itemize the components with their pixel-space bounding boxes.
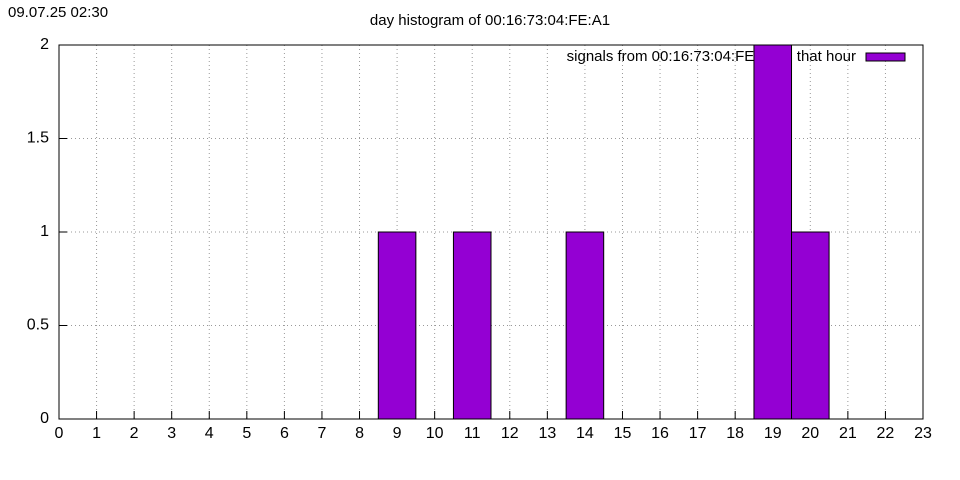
y-tick-label: 0	[40, 410, 49, 427]
x-tick-label: 3	[167, 425, 176, 442]
x-tick-label: 11	[464, 425, 481, 442]
x-tick-label: 10	[426, 425, 444, 442]
x-tick-label: 5	[242, 425, 251, 442]
y-tick-label: 0.5	[27, 317, 49, 334]
bar	[791, 231, 830, 420]
x-tick-label: 4	[205, 425, 214, 442]
chart-title: day histogram of 00:16:73:04:FE:A1	[370, 12, 610, 29]
y-tick-label: 1	[40, 223, 49, 240]
x-tick-label: 15	[614, 425, 632, 442]
x-tick-label: 7	[318, 425, 327, 442]
x-tick-label: 22	[877, 425, 895, 442]
x-tick-label: 13	[538, 425, 556, 442]
x-tick-label: 8	[355, 425, 364, 442]
y-tick-label: 1.5	[27, 130, 49, 147]
x-tick-label: 1	[92, 425, 101, 442]
x-tick-label: 0	[55, 425, 64, 442]
bar	[565, 231, 605, 420]
timestamp: 09.07.25 02:30	[8, 4, 108, 21]
x-tick-label: 6	[280, 425, 289, 442]
x-tick-label: 21	[839, 425, 857, 442]
x-tick-label: 19	[764, 425, 782, 442]
bar	[452, 231, 492, 420]
x-tick-label: 12	[501, 425, 519, 442]
x-tick-label: 14	[576, 425, 594, 442]
x-tick-label: 2	[130, 425, 139, 442]
y-tick-label: 2	[40, 36, 49, 53]
x-tick-label: 16	[651, 425, 669, 442]
x-tick-label: 18	[726, 425, 744, 442]
x-tick-label: 20	[801, 425, 819, 442]
x-tick-label: 23	[914, 425, 932, 442]
bar	[377, 231, 417, 420]
legend-swatch	[865, 52, 906, 62]
x-tick-label: 17	[689, 425, 707, 442]
bar	[753, 44, 793, 420]
x-tick-label: 9	[393, 425, 402, 442]
legend-label: signals from 00:16:73:04:FE:A1 in that h…	[567, 48, 856, 65]
